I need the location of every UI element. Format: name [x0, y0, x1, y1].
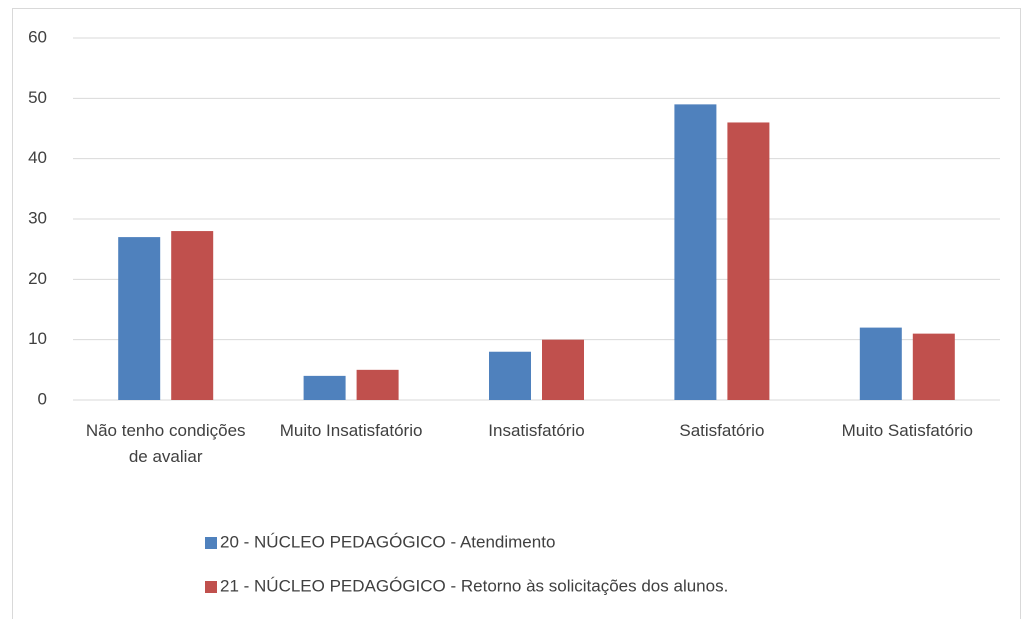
x-tick-label: Satisfatório [679, 421, 765, 440]
x-tick-label: Muito Satisfatório [841, 421, 973, 440]
x-tick-label: Insatisfatório [488, 421, 585, 440]
bar [356, 369, 399, 400]
bar [859, 327, 902, 400]
y-tick-label: 40 [28, 148, 47, 167]
bar [912, 333, 955, 400]
y-tick-label: 30 [28, 208, 47, 227]
bar [674, 104, 717, 400]
chart-border [12, 8, 1021, 619]
legend-label: 21 - NÚCLEO PEDAGÓGICO - Retorno às soli… [220, 576, 728, 595]
y-tick-label: 10 [28, 329, 47, 348]
y-tick-label: 0 [38, 389, 47, 408]
bar [303, 375, 346, 400]
x-tick-label: Muito Insatisfatório [279, 421, 423, 440]
legend-swatch [205, 581, 217, 593]
x-tick-label: Não tenho condições de avaliar [85, 421, 246, 466]
legend-label: 20 - NÚCLEO PEDAGÓGICO - Atendimento [220, 532, 555, 551]
bar [542, 339, 584, 400]
legend-swatch [205, 537, 217, 549]
bar [489, 351, 531, 400]
y-tick-label: 20 [28, 269, 47, 288]
bar [171, 231, 214, 400]
bar [118, 237, 161, 400]
y-tick-label: 60 [28, 27, 47, 46]
y-tick-label: 50 [28, 88, 47, 107]
bar [727, 122, 770, 400]
